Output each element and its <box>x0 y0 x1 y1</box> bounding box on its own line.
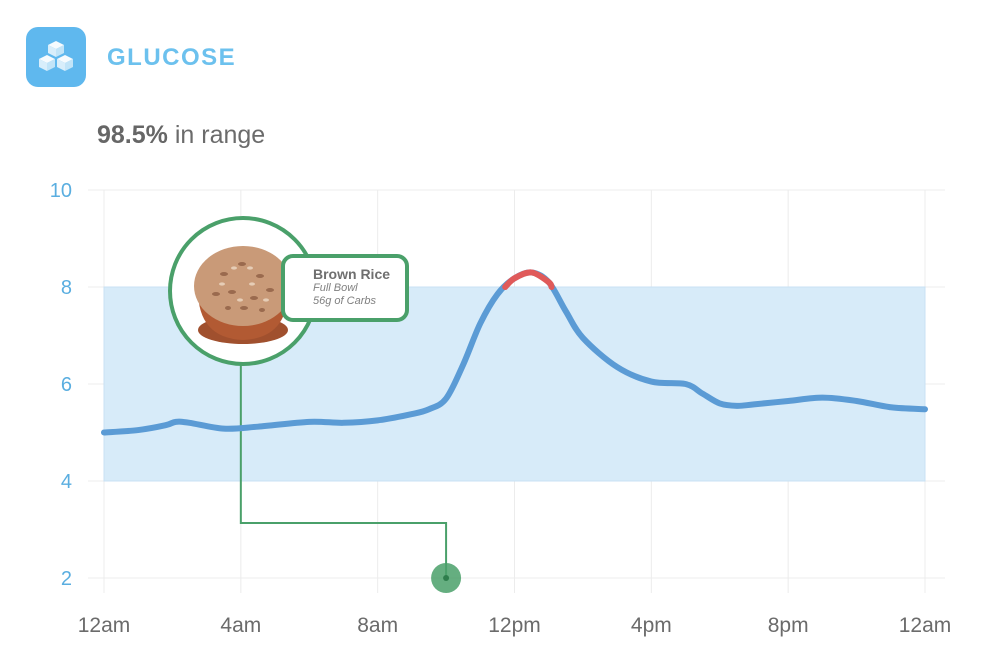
y-tick-label: 10 <box>50 180 72 202</box>
in-range-label: in range <box>167 121 266 149</box>
meal-time-marker[interactable] <box>431 563 462 593</box>
y-tick-label: 4 <box>61 471 72 493</box>
x-axis-labels: 12am 4am 8am 12pm 4pm 8pm 12am <box>78 614 952 637</box>
in-range-percent: 98.5% <box>97 121 168 149</box>
x-tick-label: 4am <box>220 614 261 637</box>
app-title: GLUCOSE <box>107 44 237 71</box>
glucose-out-of-range-segment <box>502 269 555 290</box>
y-tick-label: 6 <box>61 374 72 396</box>
y-tick-label: 2 <box>61 568 72 590</box>
sugar-cubes-icon <box>26 27 86 87</box>
meal-name: Brown Rice <box>313 266 391 282</box>
meal-connector-line <box>239 362 448 578</box>
x-tick-label: 8pm <box>768 614 809 637</box>
meal-carbs: 56g of Carbs <box>313 295 376 307</box>
x-tick-label: 12pm <box>488 614 541 637</box>
x-tick-label: 12am <box>78 614 131 637</box>
rice-bowl-icon <box>194 246 292 344</box>
meal-connector <box>239 362 448 578</box>
meal-callout[interactable]: Brown Rice Full Bowl 56g of Carbs <box>281 254 409 322</box>
in-range-summary: 98.5% in range <box>97 121 265 150</box>
y-axis-labels: 2 4 6 8 10 <box>50 180 72 590</box>
meal-portion: Full Bowl <box>313 282 358 294</box>
x-tick-label: 8am <box>357 614 398 637</box>
x-tick-label: 4pm <box>631 614 672 637</box>
x-tick-label: 12am <box>899 614 952 637</box>
y-tick-label: 8 <box>61 277 72 299</box>
meal-marker-dot <box>443 575 450 581</box>
